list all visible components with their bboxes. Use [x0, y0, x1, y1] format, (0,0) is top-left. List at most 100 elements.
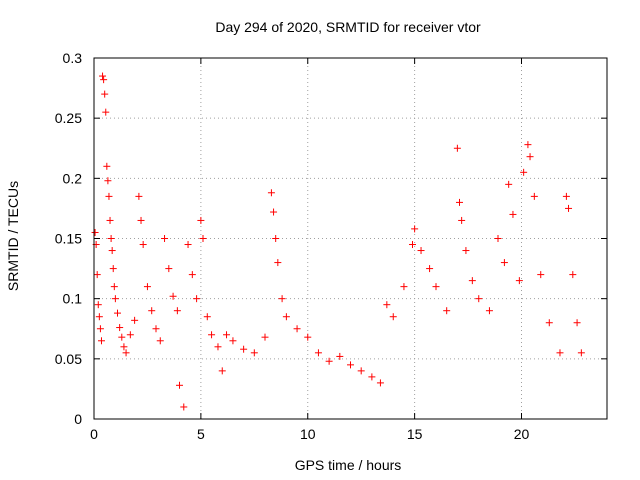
data-point: [188, 271, 196, 279]
data-point: [267, 189, 275, 197]
data-point: [107, 235, 115, 242]
data-point: [272, 235, 280, 242]
data-point: [110, 283, 118, 291]
data-point: [135, 192, 143, 200]
data-point: [556, 349, 564, 357]
data-point: [96, 325, 104, 333]
data-point: [93, 271, 101, 279]
y-tick-label: 0.05: [55, 351, 82, 367]
data-point: [314, 349, 322, 357]
plot-frame: [93, 57, 608, 420]
data-point: [545, 319, 553, 327]
data-point: [278, 295, 286, 303]
data-point: [408, 241, 416, 249]
data-point: [120, 343, 128, 351]
data-point: [368, 373, 376, 381]
data-point: [114, 309, 122, 317]
data-point: [509, 210, 517, 218]
data-point: [250, 349, 258, 357]
data-point: [94, 301, 102, 309]
data-point: [197, 216, 205, 224]
x-tick-label: 20: [514, 426, 530, 442]
data-point: [417, 247, 425, 255]
data-point: [573, 319, 581, 327]
data-point: [530, 192, 538, 200]
data-point: [173, 307, 181, 315]
data-point: [261, 333, 269, 341]
y-tick-label: 0.1: [63, 291, 83, 307]
data-point: [106, 216, 114, 224]
data-point: [91, 228, 99, 236]
y-tick-label: 0: [74, 411, 82, 427]
data-point: [274, 259, 282, 267]
grid-lines: [94, 58, 607, 419]
data-point: [537, 271, 545, 279]
data-point: [500, 259, 508, 267]
data-point: [240, 345, 248, 353]
data-point: [176, 381, 183, 389]
data-point: [453, 144, 461, 152]
data-point: [468, 277, 476, 285]
x-tick-label: 15: [407, 426, 423, 442]
data-point: [505, 180, 513, 188]
data-point: [270, 208, 278, 216]
data-point: [100, 76, 108, 84]
x-tick-label: 10: [300, 426, 316, 442]
data-point: [223, 331, 231, 339]
data-point: [376, 379, 384, 387]
data-point: [475, 295, 483, 303]
data-point: [304, 333, 312, 341]
data-point: [577, 349, 585, 357]
data-point: [400, 283, 408, 291]
x-axis-label: GPS time / hours: [295, 457, 402, 473]
data-point: [180, 403, 188, 411]
data-point: [218, 367, 226, 375]
data-point: [443, 307, 451, 315]
data-point: [102, 108, 110, 116]
data-point: [143, 283, 151, 291]
data-point: [103, 162, 111, 170]
data-point: [458, 216, 466, 224]
data-point: [456, 198, 464, 206]
data-point: [137, 216, 145, 224]
data-point: [108, 247, 116, 255]
data-point: [126, 331, 134, 339]
y-axis-label: SRMTID / TECUs: [5, 181, 21, 291]
data-point: [336, 352, 344, 360]
y-tick-label: 0.2: [63, 170, 83, 186]
data-point: [97, 337, 105, 345]
data-point: [494, 235, 502, 242]
data-point: [485, 307, 493, 315]
data-point: [104, 177, 112, 185]
data-point: [569, 271, 577, 279]
data-point: [411, 225, 419, 233]
data-point: [193, 295, 201, 303]
x-tick-label: 0: [90, 426, 98, 442]
data-point: [565, 204, 573, 212]
data-point: [165, 265, 173, 273]
data-point: [199, 235, 207, 242]
data-point: [101, 90, 109, 98]
data-point: [383, 301, 391, 309]
data-point: [520, 168, 528, 176]
data-point: [139, 241, 147, 249]
data-point: [131, 316, 139, 324]
data-point: [293, 325, 301, 333]
data-point: [432, 283, 440, 291]
data-point: [325, 357, 333, 365]
data-point: [526, 153, 534, 161]
data-point: [148, 307, 156, 315]
data-points: [91, 72, 585, 411]
y-tick-label: 0.25: [55, 110, 82, 126]
data-point: [118, 333, 126, 341]
data-point: [109, 265, 117, 273]
data-point: [347, 361, 354, 369]
data-point: [389, 313, 397, 321]
data-point: [208, 331, 216, 339]
y-tick-label: 0.3: [63, 50, 83, 66]
data-point: [524, 141, 532, 149]
data-point: [229, 337, 237, 345]
